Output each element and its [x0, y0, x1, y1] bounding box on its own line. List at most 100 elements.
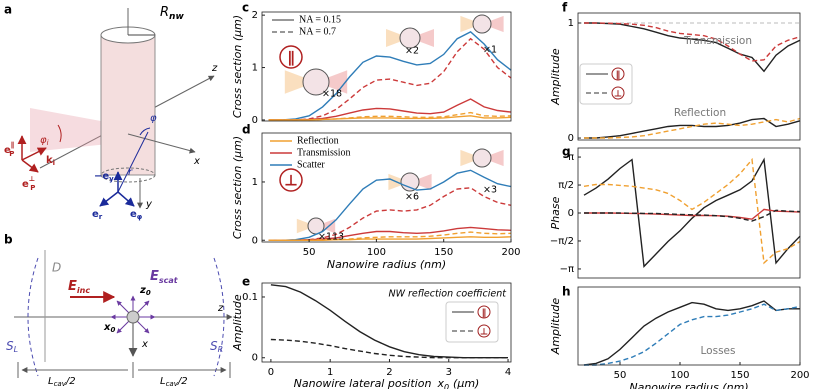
annotation: ×1 [483, 45, 497, 56]
polarization-ring [279, 45, 303, 69]
plot-frame [577, 12, 801, 141]
k-label: ki [46, 155, 55, 167]
series-line [584, 209, 801, 222]
annotation: Losses [701, 345, 736, 357]
inset-cone [316, 218, 336, 234]
x-axis-label-part: Nanowire lateral position [294, 377, 432, 389]
series-line [584, 22, 801, 62]
legend-box [579, 63, 633, 105]
plot-frame [577, 286, 801, 366]
inset-cone [316, 70, 348, 94]
diagram-a: a Rnw z x y φi φ ki r e∥ P e⊥ P −ey er eφ [4, 3, 218, 222]
z-label: z [211, 63, 218, 74]
inset-cone [482, 149, 504, 167]
legend-label: Scatter [297, 159, 325, 170]
phi-i-arc [57, 124, 62, 143]
x-tick-label: 150 [730, 370, 749, 381]
l-right-label: Lcav/2 [160, 376, 188, 388]
series-line [584, 117, 801, 139]
x-tick-label: 200 [790, 370, 809, 381]
l-left-label: Lcav/2 [48, 376, 76, 388]
inset-cone [410, 173, 432, 191]
z-label: z [217, 303, 224, 314]
nanowire [100, 34, 156, 176]
panel-label: f [562, 1, 568, 15]
annotation: Transmission [683, 35, 752, 47]
inset-cone [284, 70, 316, 94]
phi-arc [139, 127, 151, 136]
phi-label: φ [150, 113, 157, 124]
x-tick-label: 4 [505, 367, 511, 378]
e-inc-label: Einc [68, 279, 90, 295]
x-tick-label: 200 [501, 247, 520, 258]
s-l-label: SL [6, 339, 18, 354]
x-tick-label: 0 [268, 367, 274, 378]
y-axis-label: Cross section (μm) [231, 136, 244, 239]
panel-label: g [562, 145, 571, 159]
plot-frame [261, 282, 512, 363]
x-tick-label: 150 [434, 247, 453, 258]
inset-cone [460, 149, 482, 167]
y-tick-label: π [568, 152, 574, 163]
annotation: ×2 [405, 46, 419, 57]
x-axis-label-part: 0 [444, 383, 449, 389]
annotation: ×6 [405, 192, 419, 203]
x-axis-label: Nanowire radius (nm) [327, 258, 446, 271]
x-axis-label: Nanowire lateral position x0 (μm) [294, 377, 480, 389]
y-label: y [145, 199, 153, 210]
panel-label: d [242, 123, 251, 137]
plot-frame [261, 11, 512, 122]
e-scat-label: Escat [150, 269, 179, 285]
plot-frame [261, 132, 512, 243]
surface-left [27, 257, 39, 377]
r-nw-label: Rnw [160, 5, 184, 22]
polarization-symbol: ⊥ [284, 172, 298, 190]
series-line [584, 303, 801, 366]
y-tick-label: 0 [568, 208, 574, 219]
legend-label: ∥ [482, 309, 487, 319]
inset-cone [386, 29, 410, 47]
panel-label: a [4, 3, 12, 17]
series-line [583, 300, 800, 366]
x-label: x [193, 156, 200, 167]
nanowire-bottom [100, 167, 156, 183]
legend-ring [477, 324, 491, 338]
inset-cone [410, 29, 434, 47]
annotation: ×18 [322, 89, 342, 100]
surface-right [213, 257, 225, 377]
annotation: ×3 [483, 185, 497, 196]
y-axis-label: Amplitude [231, 294, 244, 352]
x-axis-label-part: (μm) [453, 377, 479, 389]
inset-wire [472, 14, 492, 34]
y-tick-label: 0 [252, 115, 258, 126]
e-r-label: er [92, 209, 103, 221]
legend-label: Reflection [297, 135, 339, 146]
inset-wire [399, 27, 421, 49]
e-perp-label: e⊥ P [22, 175, 35, 192]
legend-label: NA = 0.15 [299, 14, 341, 25]
x-tick-label: 50 [614, 370, 627, 381]
annotation: NW reflection coefficient [388, 289, 507, 300]
series-line [583, 157, 801, 265]
r-vector [117, 131, 149, 193]
legend-box [445, 301, 499, 343]
legend-ring [477, 305, 491, 319]
y-tick-label: 1 [252, 177, 258, 188]
x-label: x [141, 339, 148, 350]
series-line [268, 169, 512, 241]
s-r-label: SR [210, 339, 223, 354]
annotation: Reflection [674, 107, 726, 119]
series-line [583, 157, 801, 268]
series-line [268, 187, 512, 241]
x-axis [127, 133, 196, 154]
x-tick-label: 1 [327, 367, 333, 378]
nanowire [126, 310, 140, 324]
d-label: D [52, 261, 61, 275]
x-tick-label: 2 [386, 367, 392, 378]
legend-label: ⊥ [614, 90, 622, 100]
y-tick-label: π/2 [558, 180, 574, 191]
y-tick-label: 0.1 [242, 292, 258, 303]
phi-i-label: φi [40, 135, 49, 147]
polarization-symbol: ∥ [287, 49, 295, 67]
